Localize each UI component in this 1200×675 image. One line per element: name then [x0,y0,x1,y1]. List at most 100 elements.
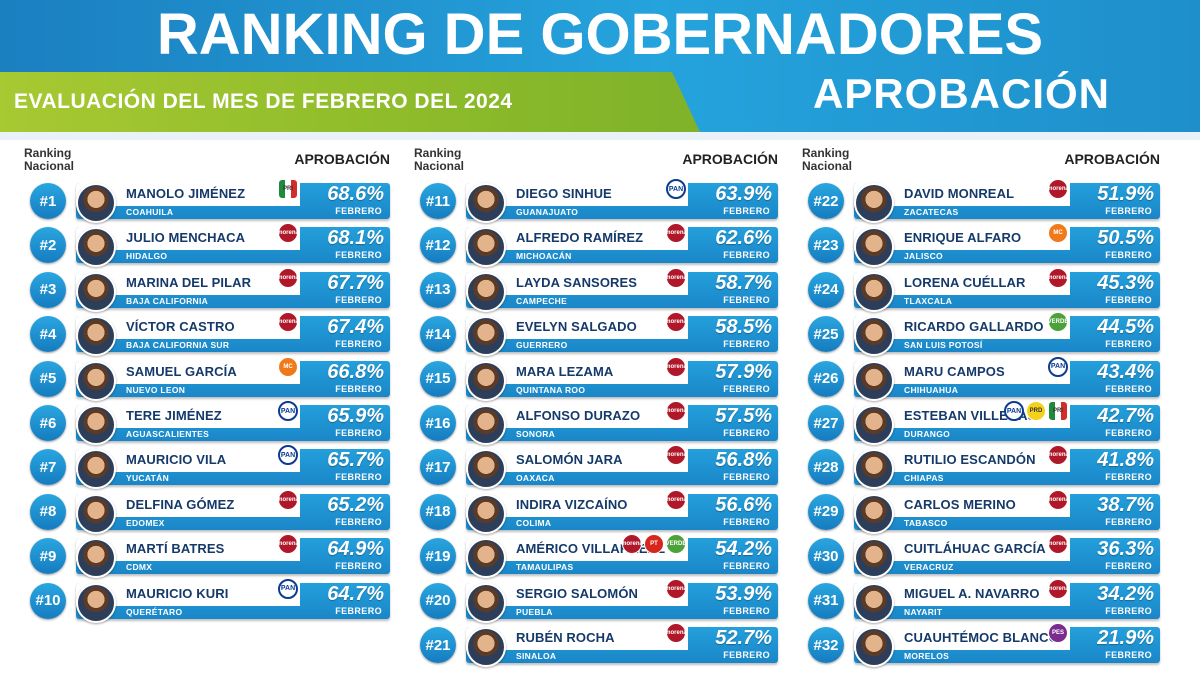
name-panel [466,183,688,206]
month-label: FEBRERO [1105,516,1152,527]
month-label: FEBRERO [1105,605,1152,616]
name-panel [466,360,688,384]
governor-state: BAJA CALIFORNIA SUR [126,340,230,351]
governor-state: NAYARIT [904,606,943,617]
governor-state: TLAXCALA [904,295,953,306]
approval-bar: RUTILIO ESCANDÓN CHIAPAS 41.8% FEBRERO moren… [854,445,1160,490]
governor-state: CHIHUAHUA [904,384,959,395]
governor-row: #17 SALOMÓN JARA OAXACA 56.8% FEBRERO morena [420,445,778,490]
governor-photo [76,316,116,357]
name-panel [466,582,688,606]
approval-bar: MARTÍ BATRES CDMX 64.9% FEBRERO morena [76,534,390,579]
governor-row: #22 DAVID MONREAL ZACATECAS 51.9% FEBRERO mor… [808,179,1160,223]
rank-badge: #5 [30,360,66,397]
party-pt-icon: PT [644,534,664,555]
approval-bar: CUITLÁHUAC GARCÍA VERACRUZ 36.3% FEBRERO mor… [854,534,1160,579]
party-morena-icon: morena [665,356,687,377]
party-pan-icon: PAN [278,445,298,466]
approval-percentage: 45.3% [1097,271,1154,294]
governor-row: #14 EVELYN SALGADO GUERRERO 58.5% FEBRERO mor… [420,312,778,357]
rank-badge: #4 [30,316,66,353]
approval-percentage: 54.2% [715,538,772,561]
name-panel [466,405,688,428]
governor-row: #7 MAURICIO VILA YUCATÁN 65.7% FEBRERO PAN [30,445,390,490]
approval-label: APROBACIÓN [294,151,390,167]
approval-bar: DAVID MONREAL ZACATECAS 51.9% FEBRERO morena [854,179,1160,223]
month-label: FEBRERO [723,516,770,527]
governor-state: HIDALGO [126,251,168,262]
party-morena-icon: morena [277,312,299,333]
approval-heading: APROBACIÓN [812,70,1110,117]
approval-bar: TERE JIMÉNEZ AGUASCALIENTES 65.9% FEBRERO PA… [76,401,390,445]
rank-badge: #2 [30,227,66,264]
governor-name: MIGUEL A. NAVARRO [904,585,1040,601]
rank-label-line2: Nacional [802,159,853,173]
rank-badge: #30 [808,538,844,575]
name-panel [466,493,688,517]
governor-name: MARU CAMPOS [904,363,1005,379]
governor-row: #24 LORENA CUÉLLAR TLAXCALA 45.3% FEBRERO mor… [808,267,1160,312]
governor-state: PUEBLA [516,606,553,617]
rank-badge: #13 [420,271,456,308]
approval-percentage: 21.9% [1097,627,1154,649]
approval-bar: INDIRA VIZCAÍNO COLIMA 56.6% FEBRERO morena [466,489,778,534]
rank-badge: #14 [420,316,456,353]
party-morena-icon: morena [665,445,687,466]
governor-name: RICARDO GALLARDO [904,319,1044,335]
month-label: FEBRERO [335,250,382,261]
governor-photo [76,360,116,401]
name-panel [854,627,1070,650]
governor-photo [466,183,506,223]
governor-state: NUEVO LEON [126,384,186,395]
approval-percentage: 56.8% [715,449,772,472]
name-panel [854,449,1070,473]
party-morena-icon: morena [665,623,687,643]
name-panel [76,538,300,562]
governor-row: #11 DIEGO SINHUE GUANAJUATO 63.9% FEBRERO PAN [420,179,778,223]
party-morena-icon: morena [1047,267,1069,288]
approval-percentage: 68.6% [327,183,384,205]
month-label: FEBRERO [335,605,382,616]
name-panel [466,316,688,340]
name-panel [854,493,1070,517]
governor-row: #31 MIGUEL A. NAVARRO NAYARIT 34.2% FEBRERO m… [808,578,1160,623]
approval-bar: ESTEBAN VILLEGAS DURANGO 42.7% FEBRERO PAN PR… [854,401,1160,445]
party-morena-icon: morena [277,534,299,555]
governor-photo [854,271,894,312]
approval-bar: RUBÉN ROCHA SINALOA 52.7% FEBRERO morena [466,623,778,667]
name-panel [854,360,1070,384]
month-label: FEBRERO [1105,339,1152,350]
governor-row: #4 VÍCTOR CASTRO BAJA CALIFORNIA SUR 67.4% F… [30,312,390,357]
rank-badge: #6 [30,405,66,441]
approval-label: APROBACIÓN [1064,151,1160,167]
governor-photo [854,360,894,401]
governor-state: COAHUILA [126,207,174,217]
governor-name: LORENA CUÉLLAR [904,274,1026,290]
governor-photo [854,627,894,667]
approval-bar: CARLOS MERINO TABASCO 38.7% FEBRERO morena [854,489,1160,534]
approval-percentage: 38.7% [1097,493,1154,516]
approval-percentage: 43.4% [1097,360,1154,383]
party-morena-icon: morena [1047,445,1069,466]
party-pan-icon: PAN [666,179,686,199]
governor-row: #23 ENRIQUE ALFARO JALISCO 50.5% FEBRERO MC [808,223,1160,268]
party-pri-icon: PRI [278,179,298,199]
governor-photo [76,183,116,223]
approval-bar: ALFONSO DURAZO SONORA 57.5% FEBRERO morena [466,401,778,445]
month-label: FEBRERO [1105,206,1152,216]
rank-badge: #21 [420,627,456,663]
month-label: FEBRERO [1105,428,1152,438]
month-label: FEBRERO [335,428,382,438]
rank-label-line1: Ranking [24,146,72,160]
month-label: FEBRERO [1105,250,1152,261]
rank-badge: #9 [30,538,66,575]
approval-bar: DELFINA GÓMEZ EDOMEX 65.2% FEBRERO morena [76,489,390,534]
governor-photo [76,449,116,490]
month-label: FEBRERO [723,428,770,438]
approval-percentage: 58.5% [715,316,772,339]
governor-state: DURANGO [904,429,951,439]
rank-badge: #18 [420,493,456,530]
rank-label-line2: Nacional [24,159,75,173]
governor-name: RUTILIO ESCANDÓN [904,452,1036,468]
approval-bar: LAYDA SANSORES CAMPECHE 58.7% FEBRERO morena [466,267,778,312]
